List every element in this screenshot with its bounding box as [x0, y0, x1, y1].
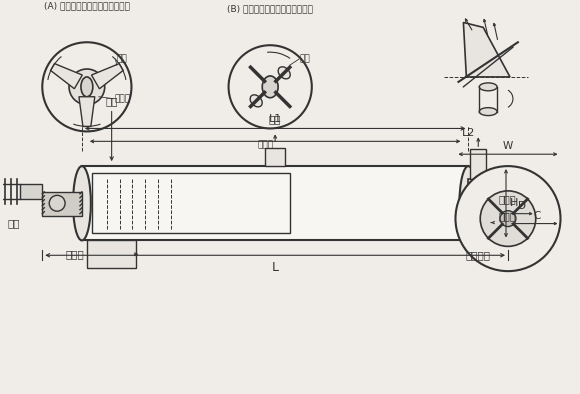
Polygon shape [92, 63, 123, 89]
Text: (A) 适合于加热介质为液体的桨叶: (A) 适合于加热介质为液体的桨叶 [44, 2, 130, 11]
Circle shape [500, 211, 516, 227]
Text: 干燥产品: 干燥产品 [466, 250, 491, 260]
Text: D: D [518, 201, 526, 211]
Ellipse shape [73, 166, 91, 240]
Polygon shape [50, 63, 82, 89]
Text: H: H [510, 198, 519, 208]
Text: L: L [271, 261, 278, 274]
Text: C: C [534, 211, 541, 221]
Polygon shape [79, 97, 95, 126]
Text: L1: L1 [269, 115, 282, 125]
Text: 蒸汽: 蒸汽 [8, 219, 20, 229]
Bar [42, 192, 82, 216]
Polygon shape [463, 22, 510, 77]
Circle shape [455, 166, 560, 271]
Circle shape [42, 42, 132, 132]
Bar [20, 184, 42, 199]
Ellipse shape [81, 77, 93, 97]
Text: 旋转轴: 旋转轴 [257, 140, 273, 149]
Bar [92, 173, 290, 234]
Text: 排气: 排气 [269, 115, 281, 125]
Text: 桨叶: 桨叶 [300, 55, 311, 63]
Ellipse shape [479, 108, 497, 115]
Text: 冷凝水: 冷凝水 [498, 194, 516, 204]
Text: 旋转轴: 旋转轴 [115, 94, 130, 103]
Text: 热空气: 热空气 [65, 249, 84, 259]
Ellipse shape [250, 95, 262, 107]
Circle shape [49, 195, 65, 211]
Circle shape [69, 69, 105, 105]
Text: 热空气: 热空气 [498, 212, 516, 222]
Bar [82, 166, 469, 240]
Bar [87, 240, 136, 268]
Text: L2: L2 [462, 128, 475, 138]
Text: (B) 适合于加热介质为蒸汽的桨叶: (B) 适合于加热介质为蒸汽的桨叶 [227, 4, 313, 13]
Circle shape [229, 45, 312, 128]
Text: 原料: 原料 [106, 97, 118, 107]
Bar [469, 179, 496, 229]
Bar [470, 149, 486, 179]
Text: W: W [503, 141, 513, 151]
Ellipse shape [262, 76, 278, 98]
Text: 桨叶: 桨叶 [117, 55, 128, 63]
Circle shape [480, 191, 536, 246]
Ellipse shape [278, 67, 290, 79]
Ellipse shape [459, 166, 477, 240]
Bar [265, 148, 285, 166]
Ellipse shape [479, 83, 497, 91]
